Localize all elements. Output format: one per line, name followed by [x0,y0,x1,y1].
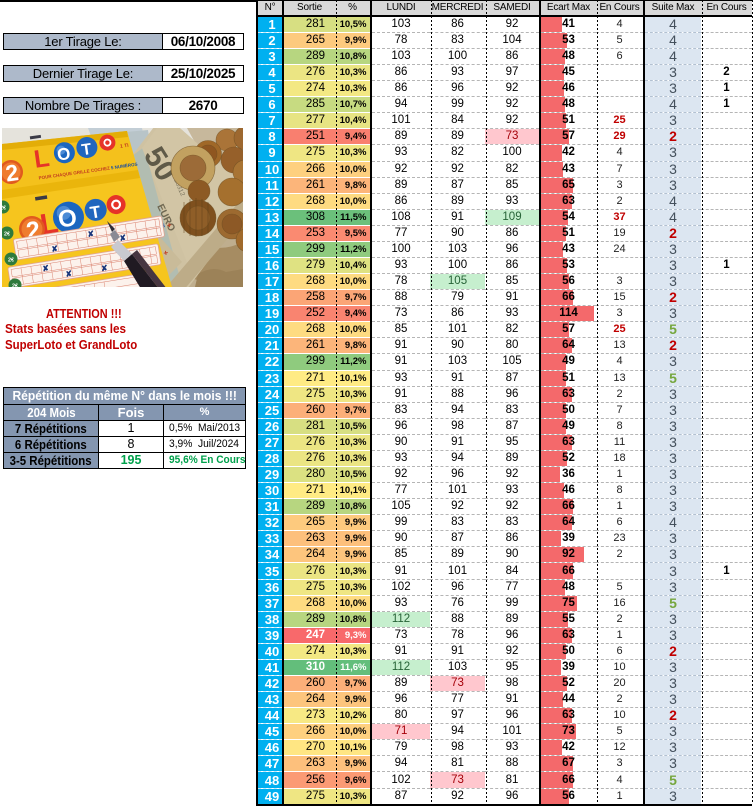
svg-text:2€: 2€ [4,232,10,238]
svg-text:2: 2 [4,159,20,187]
svg-text:✘: ✘ [51,244,59,254]
svg-text:O: O [56,204,79,234]
svg-text:O: O [56,144,72,165]
svg-text:+: + [166,220,172,230]
svg-text:+: + [163,248,169,258]
svg-text:T: T [89,202,103,222]
svg-text:2€: 2€ [8,258,14,264]
svg-text:✘: ✘ [119,233,127,243]
svg-text:✘: ✘ [100,263,108,273]
svg-text:1 TI: 1 TI [120,143,130,150]
svg-text:✘: ✘ [65,269,73,279]
svg-text:✘: ✘ [42,264,50,274]
svg-text:2€: 2€ [12,284,18,288]
svg-text:T: T [81,141,93,159]
svg-text:2€: 2€ [2,206,6,212]
svg-text:✘: ✘ [87,229,95,239]
svg-text:L: L [32,144,51,174]
